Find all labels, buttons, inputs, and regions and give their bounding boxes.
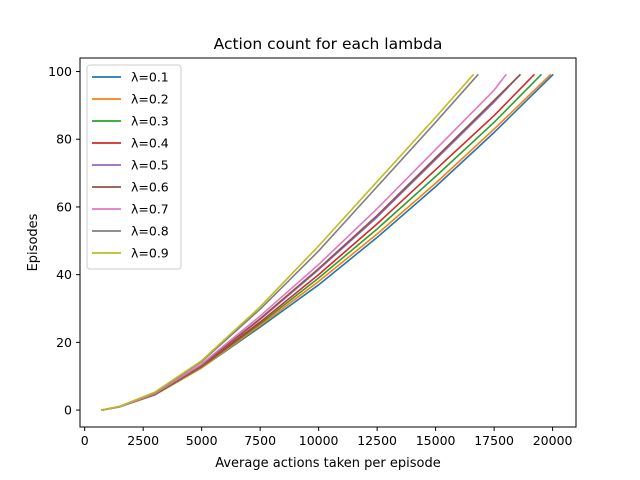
x-axis: 0 2500 5000 7500 10000 12500 15000 17500 20000 [81,427,573,448]
x-tick-label: 15000 [416,433,456,448]
legend-label: λ=0.1 [131,70,169,85]
x-axis-label: Average actions taken per episode [215,456,441,471]
y-tick-label: 100 [48,64,72,79]
y-tick-label: 80 [56,132,72,147]
legend-label: λ=0.4 [131,136,169,151]
legend-box [86,64,182,270]
x-tick-label: 12500 [357,433,397,448]
series-layer [101,73,554,412]
chart-title: Action count for each lambda [214,35,443,53]
x-tick-label: 20000 [533,433,573,448]
legend-label: λ=0.2 [131,92,169,107]
series-line-9 [101,73,475,412]
legend-label: λ=0.6 [131,180,169,195]
y-tick-label: 40 [56,267,72,282]
legend-label: λ=0.8 [131,224,169,239]
x-tick-label: 10000 [299,433,339,448]
x-tick-label: 0 [81,433,89,448]
legend-label: λ=0.7 [131,202,169,217]
legend: λ=0.1 λ=0.2 λ=0.3 λ=0.4 λ=0.5 λ=0.6 λ=0.7 λ=0.8… [86,64,182,270]
legend-label: λ=0.5 [131,158,169,173]
x-tick-label: 2500 [127,433,159,448]
y-axis-label: Episodes [26,213,41,271]
x-tick-label: 5000 [186,433,218,448]
y-tick-label: 60 [56,199,72,214]
legend-label: λ=0.3 [131,114,169,129]
x-tick-label: 7500 [244,433,276,448]
plot-frame [79,57,577,428]
y-tick-label: 0 [64,403,72,418]
y-axis: 0 20 40 60 80 100 [48,64,80,418]
y-tick-label: 20 [56,335,72,350]
legend-label: λ=0.9 [131,246,169,261]
x-tick-label: 17500 [474,433,514,448]
